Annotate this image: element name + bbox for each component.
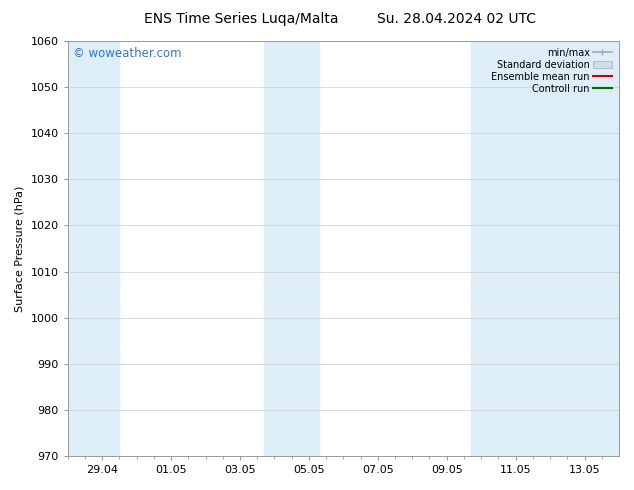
Bar [68,41,119,456]
Bar [264,41,320,456]
Text: © woweather.com: © woweather.com [73,47,182,60]
Bar [471,41,619,456]
Text: Su. 28.04.2024 02 UTC: Su. 28.04.2024 02 UTC [377,12,536,26]
Text: ENS Time Series Luqa/Malta: ENS Time Series Luqa/Malta [144,12,338,26]
Legend: min/max, Standard deviation, Ensemble mean run, Controll run: min/max, Standard deviation, Ensemble me… [489,46,614,96]
Y-axis label: Surface Pressure (hPa): Surface Pressure (hPa) [15,185,25,312]
